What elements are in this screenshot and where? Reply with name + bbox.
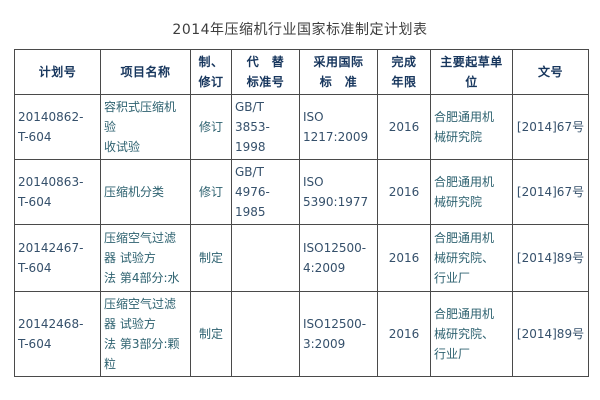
project-name-cell: 容积式压缩机验 收试验 (100, 94, 191, 160)
table-row: 20140862- T-604 容积式压缩机验 收试验 修订 GB/T 3853… (14, 94, 589, 160)
completion-year-cell: 2016 (377, 159, 431, 225)
completion-year-cell: 2016 (377, 291, 431, 377)
page-title: 2014年压缩机行业国家标准制定计划表 (172, 22, 428, 38)
header-doc-number: 文号 (512, 49, 589, 95)
doc-number-cell: [2014]89号 (512, 224, 589, 292)
header-plan-number: 计划号 (14, 49, 101, 95)
doc-number-cell: [2014]89号 (512, 291, 589, 377)
plan-number-cell: 20140862- T-604 (14, 94, 101, 160)
project-name-cell: 压缩机分类 (100, 159, 191, 225)
header-drafting-unit: 主要起草单 位 (430, 49, 513, 95)
replaced-standard-cell: GB/T 4976- 1985 (231, 159, 300, 225)
make-or-revise-cell: 制定 (190, 224, 232, 292)
drafting-unit-cell: 合肥通用机 械研究院、 行业厂 (430, 291, 513, 377)
header-completion-year: 完成 年限 (377, 49, 431, 95)
doc-number-cell: [2014]67号 (512, 94, 589, 160)
header-row: 计划号 项目名称 制、 修订 代 替 标准号 采用国际 标 准 完成 年限 主要… (14, 49, 589, 95)
drafting-unit-cell: 合肥通用机 械研究院、 行业厂 (430, 224, 513, 292)
intl-standard-cell: ISO 1217:2009 (299, 94, 378, 160)
intl-standard-cell: ISO 5390:1977 (299, 159, 378, 225)
doc-number-cell: [2014]67号 (512, 159, 589, 225)
replaced-standard-cell: GB/T 3853- 1998 (231, 94, 300, 160)
standards-table: 计划号 项目名称 制、 修订 代 替 标准号 采用国际 标 准 完成 年限 主要… (14, 49, 589, 377)
plan-number-cell: 20142467- T-604 (14, 224, 101, 292)
intl-standard-cell: ISO12500- 4:2009 (299, 224, 378, 292)
header-make-or-revise: 制、 修订 (190, 49, 232, 95)
intl-standard-cell: ISO12500- 3:2009 (299, 291, 378, 377)
replaced-standard-cell (231, 224, 300, 292)
header-project-name: 项目名称 (100, 49, 191, 95)
project-name-cell: 压缩空气过滤 器 试验方 法 第3部分:颗 粒 (100, 291, 191, 377)
replaced-standard-cell (231, 291, 300, 377)
make-or-revise-cell: 修订 (190, 159, 232, 225)
completion-year-cell: 2016 (377, 94, 431, 160)
header-replaced-standard: 代 替 标准号 (231, 49, 300, 95)
project-name-cell: 压缩空气过滤 器 试验方 法 第4部分:水 (100, 224, 191, 292)
drafting-unit-cell: 合肥通用机 械研究院 (430, 159, 513, 225)
make-or-revise-cell: 修订 (190, 94, 232, 160)
plan-number-cell: 20140863- T-604 (14, 159, 101, 225)
header-intl-standard: 采用国际 标 准 (299, 49, 378, 95)
table-row: 20140863- T-604 压缩机分类 修订 GB/T 4976- 1985… (14, 159, 589, 225)
plan-number-cell: 20142468- T-604 (14, 291, 101, 377)
make-or-revise-cell: 制定 (190, 291, 232, 377)
table-row: 20142467- T-604 压缩空气过滤 器 试验方 法 第4部分:水 制定… (14, 224, 589, 292)
completion-year-cell: 2016 (377, 224, 431, 292)
table-row: 20142468- T-604 压缩空气过滤 器 试验方 法 第3部分:颗 粒 … (14, 291, 589, 377)
drafting-unit-cell: 合肥通用机 械研究院 (430, 94, 513, 160)
